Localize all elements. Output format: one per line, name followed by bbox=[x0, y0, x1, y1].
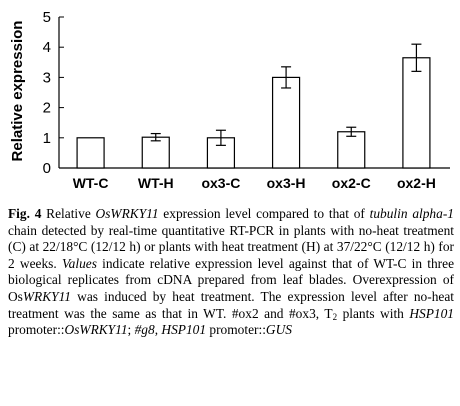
category-label: ox3-H bbox=[267, 175, 306, 191]
bar-wt-h bbox=[141, 136, 170, 169]
y-tick-label: 0 bbox=[43, 160, 51, 177]
caption-gene: tubulin alpha-1 bbox=[369, 206, 454, 221]
caption-text: promoter:: bbox=[206, 322, 266, 338]
figure-caption: Fig. 4 Relative OsWRKY11 expression leve… bbox=[8, 206, 454, 339]
caption-gene: HSP101 bbox=[409, 305, 455, 321]
bars-group bbox=[76, 57, 431, 169]
caption-gene: OsWRKY11 bbox=[64, 322, 128, 338]
caption-text: ; bbox=[127, 322, 135, 338]
error-bar-wt-h bbox=[150, 132, 161, 142]
category-label: ox2-H bbox=[397, 175, 436, 191]
caption-gene: OsWRKY11 bbox=[95, 206, 159, 221]
caption-gene: WRKY11 bbox=[22, 288, 71, 304]
bar-ox2-c bbox=[337, 131, 366, 169]
category-label: ox3-C bbox=[201, 175, 240, 191]
caption-text: , bbox=[154, 322, 162, 338]
bar-ox2-h bbox=[402, 57, 431, 169]
bar-chart: Relative expression 0 1 2 3 4 5 WT-C WT-H ox3-C… bbox=[9, 9, 450, 191]
caption-gene: HSP101 bbox=[161, 322, 207, 338]
y-tick-label: 5 bbox=[43, 9, 51, 26]
caption-text: indicate relative expression level again… bbox=[8, 255, 455, 304]
error-bar-ox3-h bbox=[281, 66, 292, 89]
caption-gene: #g8 bbox=[134, 322, 155, 338]
y-axis-ticks: 0 1 2 3 4 5 bbox=[43, 9, 64, 177]
y-tick-label: 1 bbox=[43, 130, 51, 147]
y-tick-label: 4 bbox=[43, 39, 51, 56]
error-bar-ox2-h bbox=[411, 43, 422, 72]
caption-text: Relative bbox=[41, 206, 96, 221]
y-axis-title: Relative expression bbox=[9, 21, 26, 162]
bar-ox3-h bbox=[271, 76, 301, 169]
error-bar-ox2-c bbox=[346, 126, 357, 137]
caption-text: was induced by heat treatment. The expre… bbox=[8, 288, 454, 321]
caption-subscript: 2 bbox=[332, 311, 338, 322]
error-bar-ox3-c bbox=[215, 129, 226, 146]
caption-text: promoter:: bbox=[8, 322, 65, 338]
category-label: WT-H bbox=[138, 175, 174, 191]
category-labels: WT-C WT-H ox3-C ox3-H ox2-C ox2-H bbox=[73, 175, 436, 191]
y-tick-label: 3 bbox=[43, 69, 51, 86]
category-label: ox2-C bbox=[332, 175, 371, 191]
caption-text: chain detected by real-time quantitative… bbox=[8, 222, 454, 271]
caption-text: plants with bbox=[337, 305, 410, 321]
caption-term: Values bbox=[61, 255, 97, 271]
bar-wt-c bbox=[76, 137, 105, 169]
figure-label: Fig. 4 bbox=[8, 206, 42, 221]
caption-gene: GUS bbox=[265, 322, 292, 338]
caption-text: expression level compared to that of bbox=[158, 206, 370, 221]
y-tick-label: 2 bbox=[43, 100, 51, 117]
error-bars-group bbox=[150, 43, 422, 146]
category-label: WT-C bbox=[73, 175, 109, 191]
